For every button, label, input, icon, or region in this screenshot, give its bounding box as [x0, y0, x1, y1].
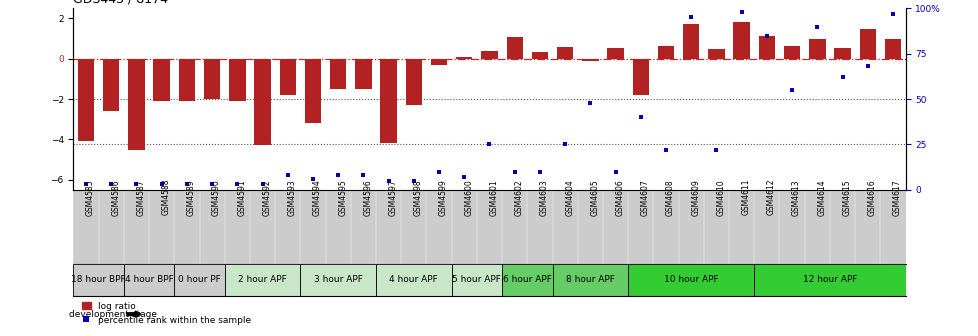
Text: GSM4589: GSM4589 [187, 179, 196, 216]
Text: GSM4615: GSM4615 [842, 179, 851, 216]
Text: GSM4602: GSM4602 [514, 179, 523, 216]
Bar [628, 264, 753, 296]
Text: GSM4601: GSM4601 [489, 179, 498, 216]
Bar [304, 59, 321, 123]
Bar [808, 39, 824, 59]
Text: GSM4588: GSM4588 [161, 179, 170, 215]
Legend: log ratio, percentile rank within the sample: log ratio, percentile rank within the sa… [78, 298, 254, 328]
Text: GSM4611: GSM4611 [741, 179, 750, 215]
Bar [124, 264, 174, 296]
Text: GSM4587: GSM4587 [136, 179, 146, 216]
Text: 6 hour APF: 6 hour APF [503, 275, 552, 284]
Bar [254, 59, 271, 145]
Text: 5 hour APF: 5 hour APF [452, 275, 501, 284]
Text: 4 hour APF: 4 hour APF [389, 275, 438, 284]
Bar [783, 46, 799, 59]
Text: GSM4617: GSM4617 [892, 179, 901, 216]
Bar [355, 59, 372, 89]
Text: GSM4603: GSM4603 [540, 179, 549, 216]
Bar [481, 51, 497, 59]
Bar [451, 264, 502, 296]
Text: GSM4592: GSM4592 [262, 179, 271, 216]
Text: GSM4591: GSM4591 [237, 179, 246, 216]
Bar [506, 37, 522, 59]
Bar [758, 36, 775, 59]
Text: 18 hour BPF: 18 hour BPF [71, 275, 126, 284]
Text: development stage: development stage [68, 310, 156, 319]
Text: GSM4595: GSM4595 [337, 179, 347, 216]
Bar [884, 39, 900, 59]
Text: GSM4597: GSM4597 [388, 179, 397, 216]
Bar [280, 59, 295, 95]
Text: 8 hour APF: 8 hour APF [565, 275, 614, 284]
Bar [833, 48, 850, 59]
Text: GSM4593: GSM4593 [288, 179, 296, 216]
Text: 12 hour APF: 12 hour APF [802, 275, 857, 284]
Bar [632, 59, 648, 95]
Bar [552, 264, 628, 296]
Bar [73, 264, 124, 296]
Bar [502, 264, 552, 296]
Bar [606, 48, 623, 59]
Text: 10 hour APF: 10 hour APF [663, 275, 718, 284]
Bar [683, 24, 698, 59]
Bar [78, 59, 94, 141]
Bar [330, 59, 346, 89]
Text: GSM4596: GSM4596 [363, 179, 372, 216]
Bar [859, 29, 875, 59]
Text: GSM4614: GSM4614 [817, 179, 825, 216]
Text: GSM4609: GSM4609 [690, 179, 699, 216]
Bar [376, 264, 451, 296]
Bar [174, 264, 225, 296]
Text: GSM4616: GSM4616 [867, 179, 876, 216]
Bar [733, 22, 749, 59]
Text: GSM4605: GSM4605 [590, 179, 599, 216]
Bar [657, 46, 674, 59]
Text: GSM4600: GSM4600 [464, 179, 472, 216]
Bar [380, 59, 396, 143]
Bar [128, 59, 145, 150]
Text: GSM4585: GSM4585 [86, 179, 95, 216]
Bar [556, 47, 573, 59]
Text: 2 hour APF: 2 hour APF [238, 275, 287, 284]
Text: GSM4607: GSM4607 [641, 179, 649, 216]
Bar [707, 49, 724, 59]
Text: GDS443 / 8174: GDS443 / 8174 [73, 0, 168, 6]
Text: GSM4608: GSM4608 [665, 179, 674, 216]
Bar [203, 59, 220, 99]
Bar [300, 264, 376, 296]
Text: GSM4613: GSM4613 [791, 179, 800, 216]
Bar [179, 59, 195, 101]
Text: GSM4586: GSM4586 [111, 179, 120, 216]
Text: 4 hour BPF: 4 hour BPF [124, 275, 173, 284]
Text: GSM4599: GSM4599 [438, 179, 448, 216]
Bar [753, 264, 905, 296]
Text: GSM4612: GSM4612 [766, 179, 776, 215]
Bar [103, 59, 119, 111]
Bar [154, 59, 170, 101]
Bar [582, 59, 598, 61]
Text: GSM4598: GSM4598 [414, 179, 422, 216]
Text: 3 hour APF: 3 hour APF [313, 275, 362, 284]
Bar [430, 59, 447, 65]
Bar [405, 59, 422, 105]
Bar [456, 57, 472, 59]
Text: GSM4594: GSM4594 [313, 179, 322, 216]
Bar [531, 52, 548, 59]
Text: GSM4604: GSM4604 [564, 179, 573, 216]
Text: GSM4606: GSM4606 [615, 179, 624, 216]
Text: GSM4610: GSM4610 [716, 179, 725, 216]
Text: GSM4590: GSM4590 [212, 179, 221, 216]
Text: 0 hour PF: 0 hour PF [178, 275, 221, 284]
Bar [229, 59, 245, 101]
Bar [225, 264, 300, 296]
